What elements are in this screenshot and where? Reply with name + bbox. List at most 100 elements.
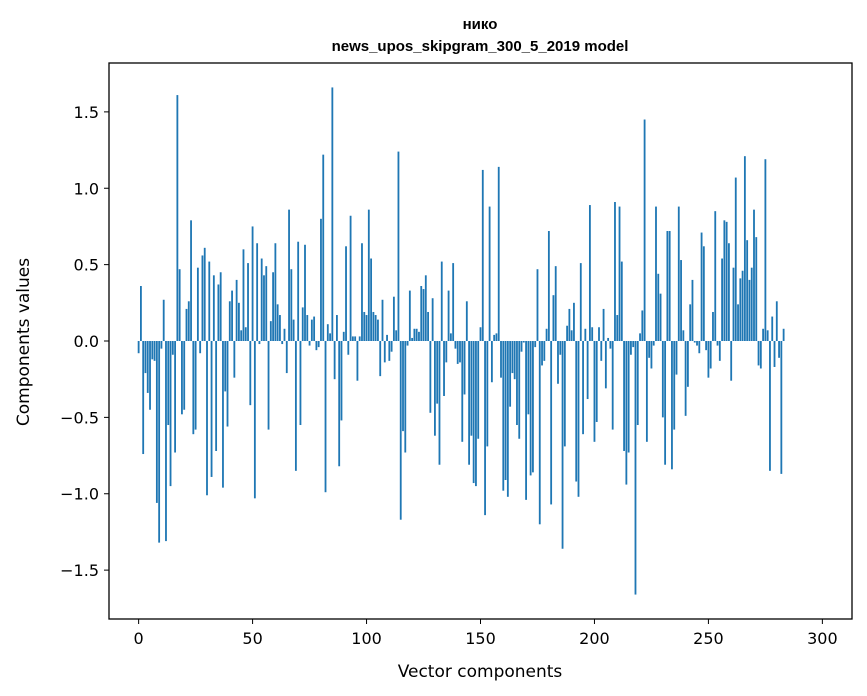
bar: [552, 295, 555, 341]
bar: [465, 301, 468, 341]
bar: [484, 341, 486, 516]
bar: [272, 272, 275, 341]
bar: [595, 341, 598, 422]
bar: [757, 341, 760, 366]
bar: [422, 289, 425, 341]
bar: [276, 304, 279, 341]
bar: [463, 341, 466, 395]
bar: [447, 290, 450, 341]
bar: [201, 255, 204, 341]
bar: [614, 202, 616, 341]
bar: [324, 341, 327, 493]
bar: [545, 328, 548, 341]
bar: [543, 341, 546, 361]
bar: [723, 220, 726, 341]
bar: [680, 260, 682, 341]
bar: [342, 331, 345, 341]
bar: [780, 341, 783, 474]
bar: [734, 177, 737, 341]
bar: [675, 341, 678, 375]
bar: [395, 330, 398, 341]
bar: [696, 341, 698, 346]
bar: [634, 341, 637, 595]
bar: [436, 341, 439, 404]
bar: [151, 341, 154, 360]
bar: [557, 341, 559, 384]
bar: [470, 341, 473, 436]
bar: [402, 341, 404, 432]
bar: [611, 341, 614, 430]
bar: [559, 341, 562, 355]
bar: [274, 243, 277, 341]
bar: [502, 341, 505, 491]
bar: [149, 341, 151, 410]
bar: [604, 341, 607, 389]
x-tick-label: 50: [242, 629, 262, 648]
bar: [160, 341, 163, 349]
bar: [575, 341, 578, 482]
bar: [167, 341, 170, 426]
bar: [737, 304, 739, 341]
bar: [206, 341, 208, 496]
bar: [739, 278, 742, 341]
bar: [636, 341, 639, 426]
bar: [762, 328, 765, 341]
bar: [584, 328, 587, 341]
bar: [748, 279, 751, 341]
bar: [194, 341, 197, 430]
bar: [479, 327, 482, 341]
bar: [258, 341, 261, 345]
bar: [367, 209, 370, 341]
bar: [582, 341, 584, 435]
bar: [431, 298, 434, 341]
bar: [233, 341, 236, 378]
bar: [714, 211, 717, 341]
x-axis-ticks: 0 50 100 150 200 250 300: [134, 619, 838, 648]
bar: [452, 263, 455, 341]
bar: [529, 341, 532, 476]
bar: [468, 341, 471, 465]
bar: [235, 279, 238, 341]
bar: [222, 341, 224, 488]
bar: [775, 301, 778, 341]
bar: [144, 341, 147, 374]
bar: [377, 319, 379, 341]
bar: [598, 327, 600, 341]
bar: [728, 243, 730, 341]
bar: [288, 209, 290, 341]
bar: [158, 341, 161, 543]
bar: [668, 231, 671, 341]
plot-frame: [108, 62, 853, 620]
bar: [577, 341, 580, 497]
bar: [707, 341, 710, 378]
bar: [279, 315, 281, 341]
bar: [454, 341, 457, 349]
bar: [242, 249, 245, 341]
bar: [383, 341, 386, 363]
bar: [657, 273, 660, 341]
bar: [315, 341, 318, 351]
bar: [536, 269, 539, 341]
bar: [500, 341, 502, 378]
bar: [532, 341, 534, 473]
bar: [753, 209, 755, 341]
bar: [475, 341, 477, 487]
bar: [547, 231, 550, 341]
y-tick-label: 0.5: [74, 256, 99, 275]
bar: [445, 341, 448, 363]
bar: [356, 341, 359, 381]
bar: [504, 341, 507, 480]
bar: [520, 341, 523, 352]
bar: [698, 341, 701, 354]
bar: [310, 319, 313, 341]
bar: [700, 232, 703, 341]
y-tick-label: 0.0: [74, 332, 99, 351]
bar: [534, 341, 537, 348]
bar: [673, 341, 676, 430]
bar: [181, 341, 183, 415]
bar: [413, 328, 416, 341]
bar: [215, 341, 218, 451]
bar: [773, 341, 776, 367]
bar: [260, 258, 263, 341]
bar: [764, 159, 767, 341]
